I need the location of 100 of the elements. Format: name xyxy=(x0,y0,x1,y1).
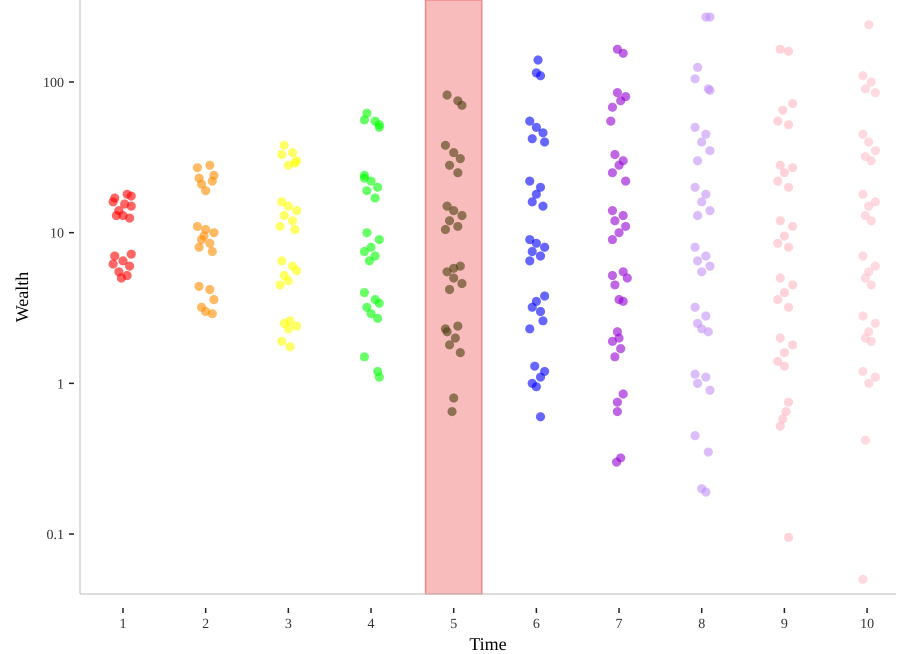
point xyxy=(860,436,870,445)
point xyxy=(277,256,286,266)
x-tick-label: 7 xyxy=(616,617,623,632)
point xyxy=(622,273,632,283)
point xyxy=(864,137,874,147)
point xyxy=(690,122,700,132)
point xyxy=(374,372,384,382)
point xyxy=(205,160,214,170)
point xyxy=(280,318,289,328)
point xyxy=(456,154,465,164)
point xyxy=(275,280,285,290)
point xyxy=(457,278,467,288)
point xyxy=(108,197,118,206)
point xyxy=(126,250,136,259)
point xyxy=(449,206,458,216)
point xyxy=(608,270,618,280)
point xyxy=(616,96,626,106)
point xyxy=(608,336,618,346)
point xyxy=(288,216,298,226)
point xyxy=(192,222,202,232)
point xyxy=(536,372,546,382)
point xyxy=(447,406,457,416)
point xyxy=(858,190,868,199)
point xyxy=(192,163,202,172)
point xyxy=(536,182,546,192)
point xyxy=(457,210,467,220)
point xyxy=(870,88,880,98)
point xyxy=(194,282,204,291)
point xyxy=(701,487,710,497)
point xyxy=(208,309,217,318)
point xyxy=(374,298,384,308)
point xyxy=(858,574,868,584)
point xyxy=(277,197,286,206)
point xyxy=(860,210,870,220)
point xyxy=(773,356,782,366)
point xyxy=(456,348,465,358)
point xyxy=(374,234,384,244)
point xyxy=(776,44,785,54)
point xyxy=(284,202,293,211)
point xyxy=(690,242,700,252)
point xyxy=(277,336,286,346)
point xyxy=(444,284,454,294)
point xyxy=(440,224,450,234)
point xyxy=(525,256,534,266)
point xyxy=(362,186,372,196)
point xyxy=(536,412,546,422)
point xyxy=(290,158,300,168)
y-tick-label: 100 xyxy=(43,76,64,91)
point xyxy=(788,340,798,350)
point xyxy=(612,398,622,407)
y-tick-label: 1 xyxy=(57,377,64,392)
point xyxy=(701,372,710,382)
point xyxy=(525,234,534,244)
point xyxy=(449,273,458,283)
point xyxy=(362,302,372,312)
point xyxy=(692,210,702,220)
point xyxy=(533,55,543,65)
point xyxy=(442,267,452,276)
point xyxy=(704,327,713,336)
point xyxy=(205,238,214,248)
point xyxy=(866,77,876,87)
point xyxy=(528,134,537,144)
point xyxy=(616,344,626,354)
point xyxy=(201,186,210,196)
point xyxy=(860,84,870,94)
point xyxy=(870,197,880,206)
point xyxy=(292,206,302,216)
x-tick-label: 4 xyxy=(368,617,375,632)
point xyxy=(621,222,630,232)
x-tick-label: 5 xyxy=(450,617,458,632)
point xyxy=(697,197,706,206)
point xyxy=(866,280,876,290)
x-tick-label: 10 xyxy=(860,617,874,632)
point xyxy=(125,213,134,223)
point xyxy=(525,116,534,126)
point xyxy=(525,324,534,334)
point xyxy=(701,311,710,321)
point xyxy=(290,224,300,234)
point xyxy=(360,352,369,362)
point xyxy=(532,122,541,132)
point xyxy=(440,324,450,334)
point xyxy=(374,122,384,132)
point xyxy=(285,342,295,352)
point xyxy=(614,228,624,238)
point xyxy=(866,216,876,226)
y-tick-label: 0.1 xyxy=(46,528,64,543)
point xyxy=(536,251,546,261)
point xyxy=(621,176,630,186)
point xyxy=(360,246,369,256)
point xyxy=(864,378,874,388)
point xyxy=(618,389,628,399)
point xyxy=(209,228,219,238)
point xyxy=(870,146,880,156)
point xyxy=(370,251,380,261)
point xyxy=(697,137,706,147)
point xyxy=(690,182,700,192)
point xyxy=(528,246,537,256)
point xyxy=(444,160,454,170)
point xyxy=(781,406,791,416)
point xyxy=(118,256,128,266)
